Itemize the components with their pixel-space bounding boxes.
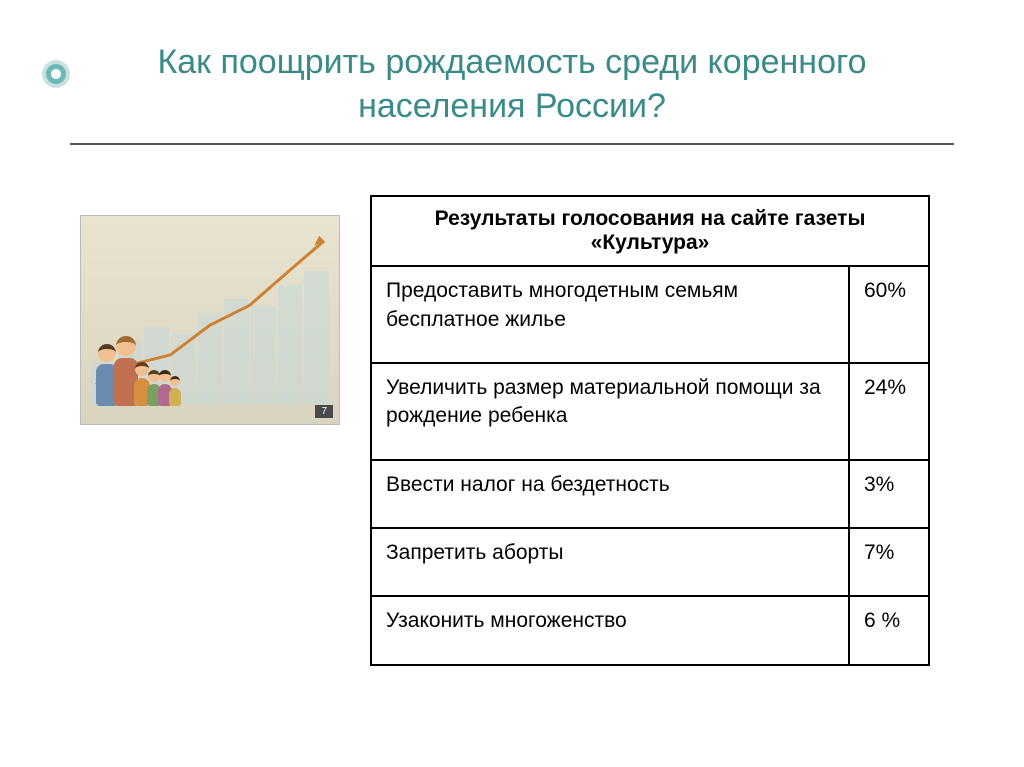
table-header: Результаты голосования на сайте газеты «… xyxy=(371,196,929,266)
poll-option-value: 6 % xyxy=(849,596,929,664)
poll-option-value: 7% xyxy=(849,528,929,596)
content-row: 7 Результаты голосования на сайте газеты… xyxy=(50,195,974,665)
person xyxy=(169,376,181,406)
table-row: Узаконить многоженство 6 % xyxy=(371,596,929,664)
poll-option-value: 60% xyxy=(849,266,929,363)
table-row: Увеличить размер материальной помощи за … xyxy=(371,363,929,460)
poll-option-value: 24% xyxy=(849,363,929,460)
poll-option-value: 3% xyxy=(849,460,929,528)
table-row: Запретить аборты 7% xyxy=(371,528,929,596)
title-bullet-icon xyxy=(40,58,72,90)
poll-option-label: Ввести налог на бездетность xyxy=(371,460,849,528)
bar xyxy=(224,299,249,404)
illustration-badge: 7 xyxy=(315,405,333,418)
slide-title: Как поощрить рождаемость среди коренного… xyxy=(102,40,922,128)
table-row: Предоставить многодетным семьям бесплатн… xyxy=(371,266,929,363)
poll-results-table: Результаты голосования на сайте газеты «… xyxy=(370,195,930,665)
bar xyxy=(278,285,303,404)
bar xyxy=(251,306,276,404)
bar xyxy=(198,313,223,404)
poll-option-label: Узаконить многоженство xyxy=(371,596,849,664)
title-divider xyxy=(70,143,954,145)
bar xyxy=(304,271,329,404)
poll-option-label: Запретить аборты xyxy=(371,528,849,596)
family-people xyxy=(96,336,181,406)
poll-option-label: Предоставить многодетным семьям бесплатн… xyxy=(371,266,849,363)
table-row: Ввести налог на бездетность 3% xyxy=(371,460,929,528)
poll-option-label: Увеличить размер материальной помощи за … xyxy=(371,363,849,460)
family-chart-illustration: 7 xyxy=(80,215,340,425)
slide: Как поощрить рождаемость среди коренного… xyxy=(0,0,1024,767)
